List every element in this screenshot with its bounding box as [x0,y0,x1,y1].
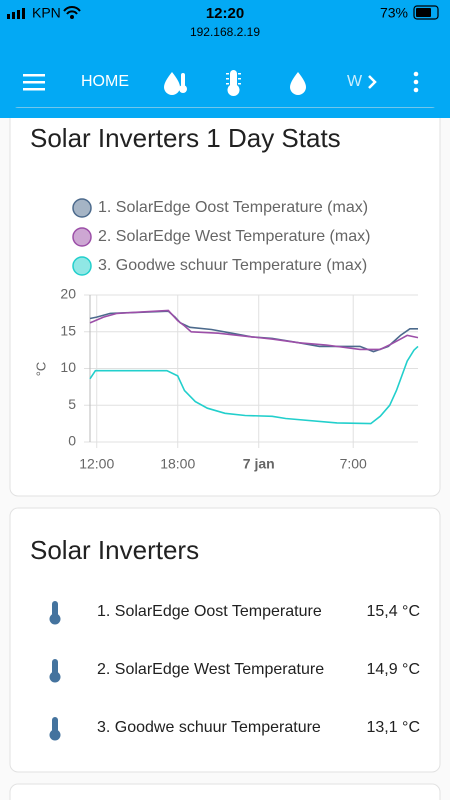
entity-rows: 1. SolarEdge Oost Temperature 15,4 °C 2. S… [49,601,420,741]
home-tab[interactable]: HOME [81,73,129,90]
signal-icon [7,8,25,19]
overflow-menu[interactable] [413,71,419,93]
series-line [89,309,419,351]
thermometer-bulb [49,613,61,625]
x-tick-label: 18:00 [160,456,195,472]
partial-tab[interactable]: W [347,73,363,90]
y-axis-label: °C [33,362,48,377]
next-card [9,783,441,800]
thermometer-bulb [49,671,61,683]
y-tick-label: 10 [60,359,76,375]
app-header [0,0,450,118]
battery-level [416,8,431,17]
x-tick-label: 7 jan [243,456,275,472]
y-tick-label: 15 [60,322,76,338]
y-tick-label: 0 [68,433,76,449]
entity-name: 1. SolarEdge Oost Temperature [97,603,322,620]
y-tick-label: 5 [68,396,76,412]
legend-label: 1. SolarEdge Oost Temperature (max) [98,199,368,216]
battery-icon [413,5,439,20]
thermometer-icon [52,659,58,675]
temperature-tab[interactable] [226,70,241,96]
thermometer-bulb [49,729,61,741]
clock: 12:20 [206,5,244,22]
legend-label: 2. SolarEdge West Temperature (max) [98,228,370,245]
entity-state: 15,4 °C [366,603,420,620]
carrier: KPN [32,5,61,21]
legend-swatch [72,227,92,247]
legend-swatch [72,256,92,276]
entities-card [9,507,441,773]
header-edge [0,108,450,118]
water-tab[interactable] [290,72,306,95]
humidity-temp-tab[interactable] [164,72,187,95]
legend-label: 3. Goodwe schuur Temperature (max) [98,257,367,274]
entity-name: 3. Goodwe schuur Temperature [97,719,321,736]
wifi-dot [70,15,74,19]
wifi-icon [63,6,81,15]
x-tick-label: 7:00 [340,456,367,472]
scroll-right[interactable] [368,75,377,89]
menu-button[interactable] [23,74,45,91]
y-tick-label: 20 [60,286,76,302]
battery-percent: 73% [380,5,408,21]
x-tick-label: 12:00 [79,456,114,472]
chart: 1. SolarEdge Oost Temperature (max) 2. So… [33,198,419,472]
series-line [89,345,419,425]
entity-state: 14,9 °C [366,661,420,678]
legend-swatch [72,198,92,218]
card-title: Solar Inverters [30,535,199,565]
card-title: Solar Inverters 1 Day Stats [30,123,341,153]
entity-state: 13,1 °C [366,719,420,736]
url: 192.168.2.19 [190,25,260,39]
thermometer-icon [52,601,58,617]
thermometer-icon [52,717,58,733]
entity-name: 2. SolarEdge West Temperature [97,661,324,678]
